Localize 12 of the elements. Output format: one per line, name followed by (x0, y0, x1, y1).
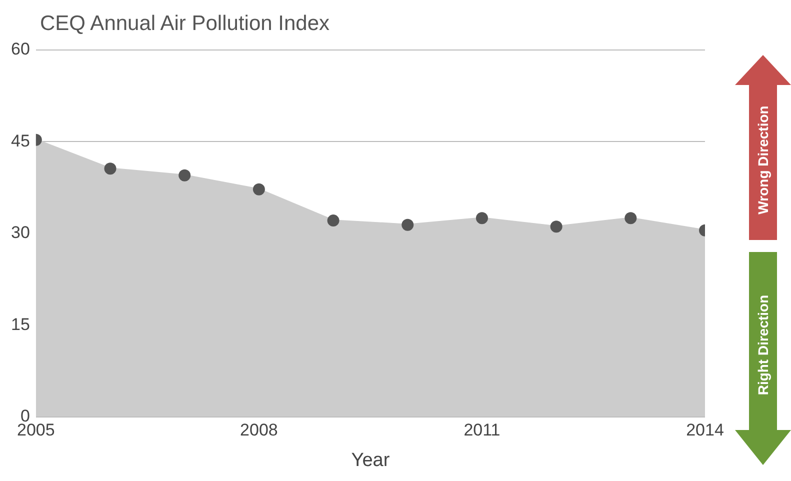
y-tick-label: 30 (10, 223, 30, 242)
x-tick-label: 2008 (240, 420, 278, 440)
y-tick-label: 45 (10, 131, 30, 150)
text: Right Direction (755, 294, 771, 396)
y-tick-label: 60 (10, 40, 30, 59)
chart-title: CEQ Annual Air Pollution Index (40, 12, 330, 36)
x-axis-title: Year (351, 450, 390, 471)
y-tick-label: 15 (10, 314, 30, 334)
text: Wrong Direction (755, 106, 771, 214)
x-tick-label: 2014 (686, 420, 724, 440)
x-tick-label: 2011 (464, 420, 500, 440)
x-tick-label: 2005 (16, 420, 55, 440)
